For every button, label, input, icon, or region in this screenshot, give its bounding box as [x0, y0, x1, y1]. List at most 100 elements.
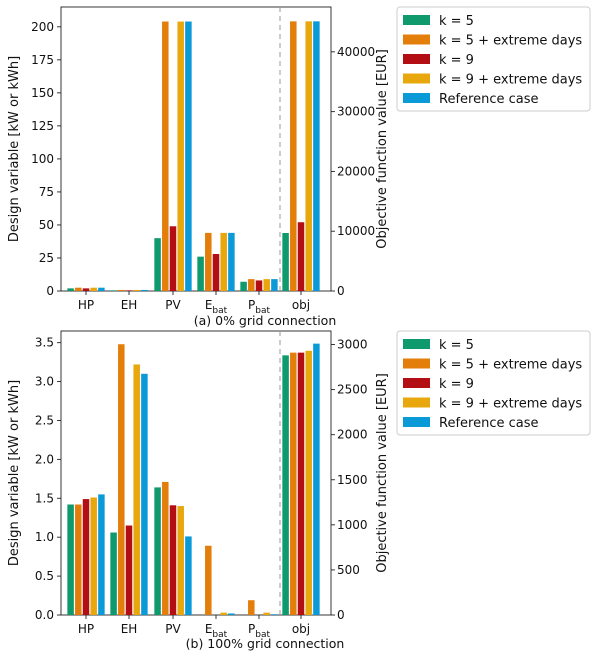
y-left-tick-label: 150 [31, 86, 54, 100]
bar-HP-series-3 [82, 499, 90, 615]
y-left-tick-label: 25 [39, 251, 54, 265]
y-left-tick-label: 3.5 [35, 336, 54, 350]
y-left-axis-label: Design variable [kW or kWh] [7, 380, 22, 566]
legend: k = 5 k = 5 + extreme days k = 9 k = 9 + ex… [396, 330, 591, 436]
bar-P_bat-series-5 [271, 614, 278, 615]
x-tick-label-HP: HP [78, 298, 94, 312]
bar-EH-series-4 [133, 364, 140, 615]
chart-a: 0 25 50 75 100 125 150 175 200 0 10000 20000 30000 40… [7, 6, 591, 328]
bar-E_bat-series-2 [205, 232, 212, 291]
legend-swatch [403, 54, 430, 64]
x-tick-label-E_bat: Ebat [205, 298, 228, 316]
legend-entry: Reference case [439, 92, 538, 107]
y-right-axis-label: Objective function value [EUR] [375, 373, 390, 573]
y-left-tick-label: 100 [31, 152, 54, 166]
bar-PV-series-5 [185, 21, 192, 291]
bar-P_bat-series-1 [240, 281, 247, 291]
y-left-tick-label: 50 [39, 218, 54, 232]
x-tick-label-obj: obj [292, 622, 310, 636]
x-tick-label-obj: obj [292, 298, 310, 312]
x-tick-label-EH: EH [121, 622, 138, 636]
y-left-tick-label: 1.5 [35, 491, 54, 505]
bar-PV-series-4 [177, 506, 184, 615]
y-right-tick-label: 500 [337, 563, 360, 577]
y-right-tick-label: 10000 [337, 224, 375, 238]
bar-EH-series-2 [118, 344, 125, 615]
legend: k = 5 k = 5 + extreme days k = 9 k = 9 + ex… [396, 6, 591, 112]
legend-swatch [403, 339, 430, 349]
y-right-tick-label: 40000 [337, 45, 375, 59]
legend-swatch [403, 358, 430, 369]
bar-PV-series-3 [169, 505, 177, 615]
legend-entry: k = 5 [439, 14, 474, 29]
bar-E_bat-series-1 [197, 256, 204, 291]
y-right-tick-label: 1500 [337, 473, 368, 487]
x-tick-label-E_bat: Ebat [205, 622, 228, 640]
legend-entry: k = 5 + extreme days [439, 358, 582, 373]
y-right-tick-label: 20000 [337, 164, 375, 178]
bar-PV-series-1 [154, 487, 161, 615]
legend-entry: k = 5 [439, 338, 474, 353]
x-tick-label-HP: HP [78, 622, 94, 636]
y-right-tick-label: 3000 [337, 338, 368, 352]
bar-P_bat-series-4 [263, 279, 270, 291]
bar-PV-series-1 [154, 238, 161, 291]
bar-obj-series-1 [282, 233, 289, 291]
chart-caption: (a) 0% grid connection [194, 313, 337, 328]
bar-HP-series-2 [75, 287, 82, 291]
bar-EH-series-5 [141, 289, 148, 291]
bar-P_bat-series-4 [263, 612, 270, 615]
y-left-tick-label: 200 [31, 20, 54, 34]
bar-PV-series-4 [177, 21, 184, 291]
legend-entry: k = 9 + extreme days [439, 73, 582, 88]
bar-PV-series-3 [169, 226, 177, 291]
y-left-tick-label: 2.5 [35, 413, 54, 427]
bar-HP-series-4 [90, 497, 97, 615]
legend-swatch [403, 73, 430, 84]
bar-EH-series-3 [125, 290, 133, 291]
bar-P_bat-series-2 [248, 279, 255, 291]
x-tick-label-P_bat: Pbat [248, 622, 270, 640]
bar-EH-series-5 [141, 373, 148, 615]
bar-obj-series-3 [297, 352, 305, 615]
bar-obj-series-3 [297, 222, 305, 291]
bar-HP-series-1 [67, 288, 74, 291]
legend-entry: Reference case [439, 416, 538, 431]
bar-E_bat-series-2 [205, 545, 212, 615]
bar-obj-series-4 [305, 21, 312, 291]
y-left-tick-label: 175 [31, 53, 54, 67]
bar-PV-series-2 [162, 481, 169, 615]
legend-frame [396, 330, 591, 436]
y-right-tick-label: 0 [337, 608, 345, 622]
legend-swatch [403, 93, 430, 103]
chart-caption: (b) 100% grid connection [186, 636, 345, 651]
bar-P_bat-series-3 [255, 280, 263, 291]
bar-E_bat-series-4 [220, 612, 227, 615]
bar-EH-series-1 [110, 532, 117, 615]
bar-obj-series-5 [313, 343, 320, 615]
plot-frame [60, 330, 332, 616]
bar-HP-series-2 [75, 504, 82, 615]
bar-HP-series-3 [82, 288, 90, 291]
x-tick-label-PV: PV [165, 298, 181, 312]
bar-E_bat-series-5 [228, 613, 235, 615]
bar-obj-series-4 [305, 350, 312, 615]
y-left-tick-label: 1.0 [35, 530, 54, 544]
y-right-axis-label: Objective function value [EUR] [375, 49, 390, 249]
bar-HP-series-5 [98, 494, 105, 615]
bar-HP-series-1 [67, 504, 74, 615]
bar-obj-series-1 [282, 355, 289, 615]
legend-frame [396, 6, 591, 112]
bar-EH-series-3 [125, 525, 133, 615]
y-right-tick-label: 1000 [337, 518, 368, 532]
bar-HP-series-4 [90, 287, 97, 291]
bar-P_bat-series-2 [248, 600, 255, 615]
bar-P_bat-series-5 [271, 279, 278, 291]
bar-PV-series-5 [185, 536, 192, 615]
bar-obj-series-5 [313, 21, 320, 291]
bar-EH-series-4 [133, 289, 140, 291]
legend-swatch [403, 378, 430, 388]
x-tick-label-P_bat: Pbat [248, 298, 270, 316]
y-right-tick-label: 0 [337, 284, 345, 298]
